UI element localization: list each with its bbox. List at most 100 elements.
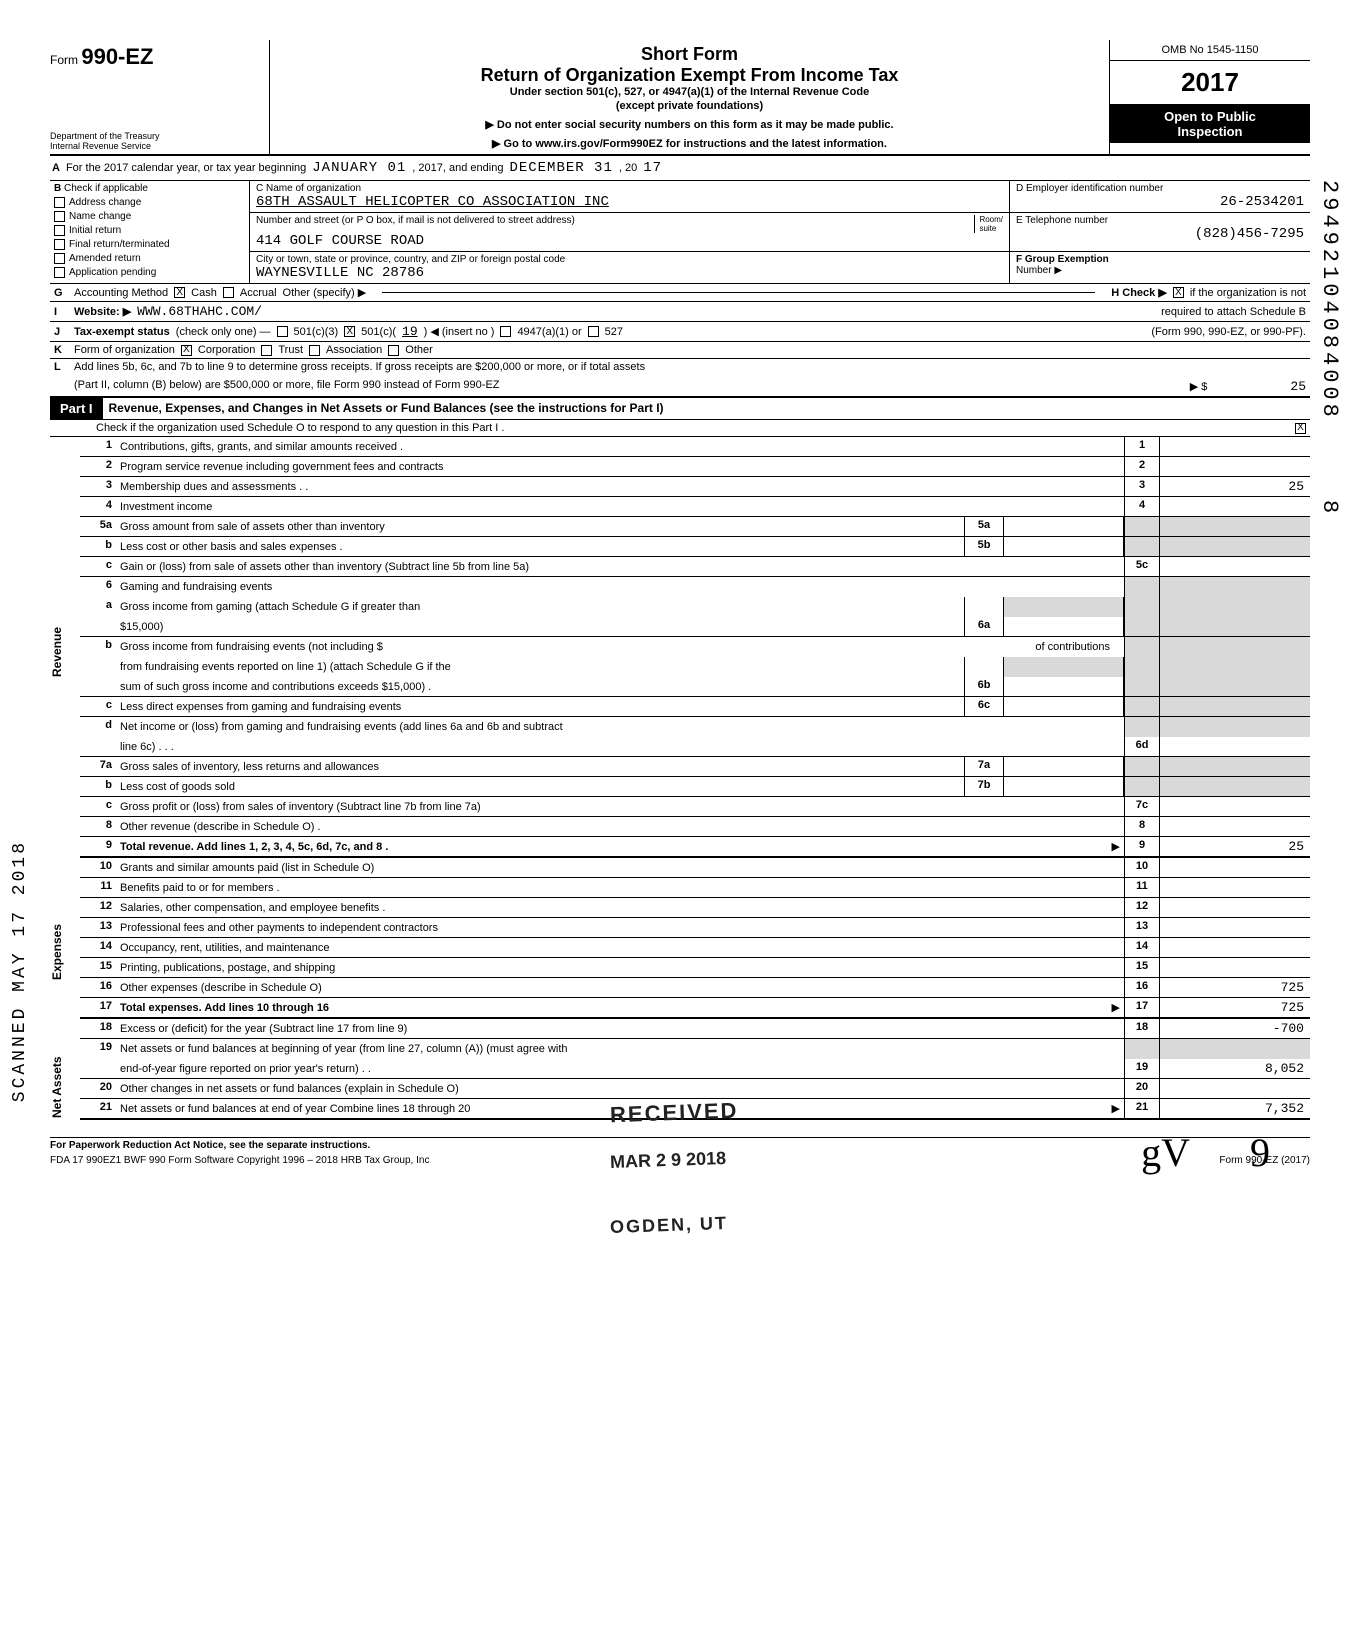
open-line-1: Open to Public <box>1110 109 1310 124</box>
chk-corporation[interactable]: X <box>181 345 192 356</box>
subtitle: Under section 501(c), 527, or 4947(a)(1)… <box>276 86 1103 98</box>
opt-501c3: 501(c)(3) <box>294 326 339 338</box>
line-6b-1: b Gross income from fundraising events (… <box>80 637 1310 657</box>
website-value: WWW.68THAHC.COM/ <box>137 304 262 319</box>
e-phone-cell: E Telephone number (828)456-7295 <box>1010 213 1310 251</box>
line-19-1: 19 Net assets or fund balances at beginn… <box>80 1039 1310 1059</box>
line-6a-2: $15,000) 6a <box>80 617 1310 637</box>
l-tag: L <box>54 361 68 373</box>
form-footer: FDA 17 990EZ1 BWF 990 Form Software Copy… <box>50 1153 1310 1166</box>
chk-initial-return[interactable]: Initial return <box>54 225 245 236</box>
chk-schedule-o[interactable]: X <box>1295 423 1306 434</box>
open-to-public: Open to Public Inspection <box>1110 105 1310 143</box>
side-barcode-number: 29492104084008 <box>1317 180 1342 421</box>
row-k: K Form of organization XCorporation Trus… <box>50 342 1310 359</box>
k-label: Form of organization <box>74 344 175 356</box>
label-revenue: Revenue <box>50 437 80 867</box>
line-a-mid: , 2017, and ending <box>412 162 503 174</box>
checkbox-icon <box>54 267 65 278</box>
other-label: Other (specify) ▶ <box>283 286 367 299</box>
j-label: Tax-exempt status <box>74 326 170 338</box>
line-16: 16 Other expenses (describe in Schedule … <box>80 978 1310 998</box>
line-a: A For the 2017 calendar year, or tax yea… <box>50 156 1310 181</box>
line-7a: 7a Gross sales of inventory, less return… <box>80 757 1310 777</box>
opt-assoc: Association <box>326 344 382 356</box>
part-i-grid: Revenue Expenses Net Assets 1 Contributi… <box>50 437 1310 1137</box>
form-number: Form 990-EZ <box>50 44 263 70</box>
checkbox-icon <box>54 225 65 236</box>
initials-1: gV <box>1141 1129 1190 1176</box>
line-6b-2: from fundraising events reported on line… <box>80 657 1310 677</box>
checkbox-icon <box>54 211 65 222</box>
except-note: (except private foundations) <box>276 100 1103 112</box>
line-13: 13 Professional fees and other payments … <box>80 918 1310 938</box>
department-block: Department of the Treasury Internal Reve… <box>50 132 263 152</box>
chk-527[interactable] <box>588 326 599 337</box>
part-i-tag: Part I <box>50 398 103 419</box>
chk-501c[interactable]: X <box>344 326 355 337</box>
l-arrow: ▶ $ <box>1190 381 1208 393</box>
header-right: OMB No 1545-1150 2017 Open to Public Ins… <box>1110 40 1310 154</box>
line-5b: b Less cost or other basis and sales exp… <box>80 537 1310 557</box>
form-header: Form 990-EZ Department of the Treasury I… <box>50 40 1310 156</box>
f-label: F Group Exemption <box>1016 254 1109 265</box>
accrual-label: Accrual <box>240 287 277 299</box>
line-4: 4 Investment income 4 <box>80 497 1310 517</box>
ein-value: 26-2534201 <box>1016 194 1304 210</box>
line-6b-3: sum of such gross income and contributio… <box>80 677 1310 697</box>
opt-corp: Corporation <box>198 344 255 356</box>
tax-year-end: DECEMBER 31 <box>509 160 612 176</box>
chk-4947[interactable] <box>500 326 511 337</box>
opt-other: Other <box>405 344 433 356</box>
f-label-2: Number ▶ <box>1016 265 1304 276</box>
h-text-3: (Form 990, 990-EZ, or 990-PF). <box>1151 326 1306 338</box>
tax-year-suffix: 17 <box>643 160 662 176</box>
line-a-tag: A <box>52 162 60 174</box>
room-label: Room/ suite <box>974 215 1003 233</box>
chk-trust[interactable] <box>261 345 272 356</box>
chk-cash[interactable]: X <box>174 287 185 298</box>
line-a-yr-lbl: , 20 <box>619 162 637 174</box>
line-19-2: end-of-year figure reported on prior yea… <box>80 1059 1310 1079</box>
fda-line: FDA 17 990EZ1 BWF 990 Form Software Copy… <box>50 1155 429 1166</box>
c-label: C Name of organization <box>256 183 1003 194</box>
phone-value: (828)456-7295 <box>1016 226 1304 242</box>
line-7b: b Less cost of goods sold 7b <box>80 777 1310 797</box>
other-specify-line <box>382 292 1095 293</box>
opt-4947: 4947(a)(1) or <box>517 326 581 338</box>
part-i-check-line: Check if the organization used Schedule … <box>50 420 1310 437</box>
col-b-tag: B <box>54 183 61 194</box>
col-cde: C Name of organization 68TH ASSAULT HELI… <box>250 181 1310 283</box>
side-labels: Revenue Expenses Net Assets <box>50 437 80 1137</box>
line-10: 10 Grants and similar amounts paid (list… <box>80 858 1310 878</box>
ogden-stamp: OGDEN, UT <box>610 1213 729 1238</box>
chk-h[interactable]: X <box>1173 287 1184 298</box>
line-18: 18 Excess or (deficit) for the year (Sub… <box>80 1019 1310 1039</box>
chk-address-change[interactable]: Address change <box>54 197 245 208</box>
l-text-1: Add lines 5b, 6c, and 7b to line 9 to de… <box>74 361 645 373</box>
line-6a-1: a Gross income from gaming (attach Sched… <box>80 597 1310 617</box>
col-b-label: Check if applicable <box>64 183 148 194</box>
i-label: Website: ▶ <box>74 305 131 318</box>
k-tag: K <box>54 344 68 356</box>
checkbox-icon <box>54 239 65 250</box>
chk-association[interactable] <box>309 345 320 356</box>
line-6c: c Less direct expenses from gaming and f… <box>80 697 1310 717</box>
chk-amended-return[interactable]: Amended return <box>54 253 245 264</box>
header-left: Form 990-EZ Department of the Treasury I… <box>50 40 270 154</box>
line-12: 12 Salaries, other compensation, and emp… <box>80 898 1310 918</box>
chk-name-change[interactable]: Name change <box>54 211 245 222</box>
side-barcode-number-2: 8 <box>1317 500 1342 517</box>
chk-501c3[interactable] <box>277 326 288 337</box>
city-value: WAYNESVILLE NC 28786 <box>256 265 1003 281</box>
d-label: D Employer identification number <box>1016 183 1304 194</box>
line-17: 17 Total expenses. Add lines 10 through … <box>80 998 1310 1019</box>
tax-year: 2017 <box>1110 61 1310 105</box>
col-b-checkboxes: B Check if applicable Address change Nam… <box>50 181 250 283</box>
chk-final-return[interactable]: Final return/terminated <box>54 239 245 250</box>
chk-accrual[interactable] <box>223 287 234 298</box>
h-text-2: required to attach Schedule B <box>1161 306 1306 318</box>
city-label: City or town, state or province, country… <box>256 254 1003 265</box>
chk-other-org[interactable] <box>388 345 399 356</box>
chk-application-pending[interactable]: Application pending <box>54 267 245 278</box>
